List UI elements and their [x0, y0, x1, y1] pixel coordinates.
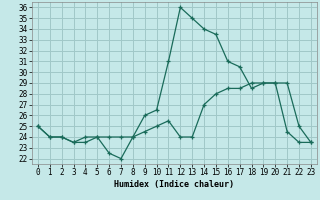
X-axis label: Humidex (Indice chaleur): Humidex (Indice chaleur)	[115, 180, 234, 189]
